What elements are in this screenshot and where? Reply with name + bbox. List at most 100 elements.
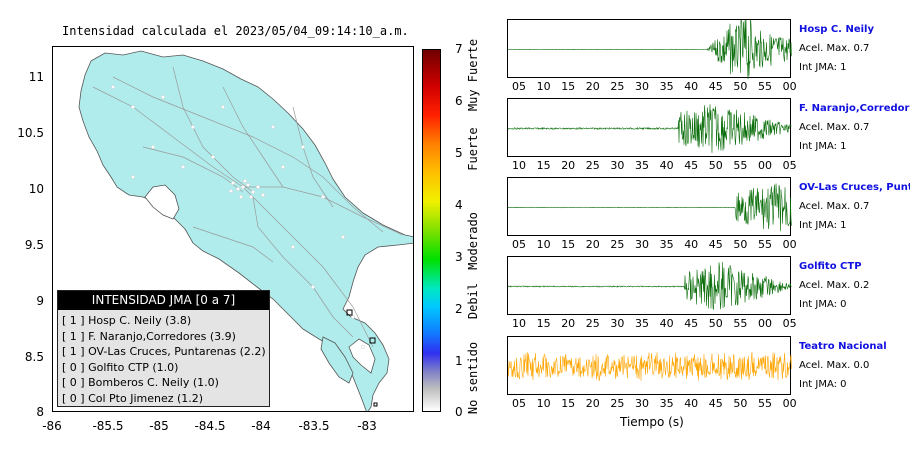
legend-row: [ 1 ] OV-Las Cruces, Puntarenas (2.2) bbox=[62, 345, 266, 358]
legend-row: [ 0 ] Golfito CTP (1.0) bbox=[62, 360, 179, 374]
time-tick-label: 25 bbox=[610, 397, 625, 410]
time-tick-label: 20 bbox=[585, 397, 600, 410]
time-tick-label: 45 bbox=[708, 397, 723, 410]
waveform-time-ticks: 10 15 20 25 30 35 40 45 50 55 00 05 bbox=[507, 317, 797, 331]
waveform-time-ticks: 05 10 15 20 25 30 35 40 45 50 55 00 bbox=[507, 397, 797, 411]
time-tick-label: 30 bbox=[635, 80, 649, 93]
waveform-trace bbox=[508, 261, 792, 310]
waveform-trace bbox=[508, 104, 792, 153]
waveform-trace bbox=[508, 351, 792, 382]
time-tick-label: 35 bbox=[659, 238, 674, 251]
osa-peninsula bbox=[320, 336, 354, 384]
costa-rica-map bbox=[78, 50, 413, 411]
map-ytick: 9.5 bbox=[24, 238, 44, 252]
time-tick-label: 10 bbox=[536, 238, 551, 251]
station-name: Golfito CTP bbox=[799, 261, 862, 272]
waveform-panel[interactable] bbox=[507, 336, 792, 395]
time-tick-label: 55 bbox=[758, 80, 772, 93]
map-xtick: -86 bbox=[42, 419, 62, 433]
waveform-panel[interactable] bbox=[507, 256, 792, 315]
time-tick-label: 55 bbox=[758, 397, 772, 410]
legend-row: [ 0 ] Bomberos C. Neily (1.0) bbox=[62, 376, 219, 389]
time-tick-label: 50 bbox=[708, 317, 723, 330]
station-marker-jimenez bbox=[373, 402, 378, 407]
station-jma-intensity: Int JMA: 1 bbox=[799, 220, 847, 231]
colorbar-tick: 6 bbox=[455, 94, 463, 108]
time-tick-label: 30 bbox=[635, 397, 649, 410]
time-tick-label: 40 bbox=[659, 317, 674, 330]
legend-row: [ 0 ] Col Pto Jimenez (1.2) bbox=[62, 391, 204, 405]
map-xtick: -85 bbox=[149, 419, 169, 433]
station-max-accel: Acel. Max. 0.7 bbox=[799, 201, 870, 212]
waveform-trace bbox=[508, 183, 792, 232]
time-tick-label: 35 bbox=[635, 159, 649, 172]
time-tick-label: 25 bbox=[610, 80, 625, 93]
time-tick-label: 05 bbox=[512, 238, 526, 251]
map-ytick: 9 bbox=[36, 294, 44, 308]
colorbar-label: Fuerte bbox=[466, 127, 480, 171]
time-tick-label: 55 bbox=[758, 238, 772, 251]
time-tick-label: 10 bbox=[512, 159, 526, 172]
station-points bbox=[111, 85, 366, 350]
colorbar-label: No sentido bbox=[466, 341, 480, 415]
time-tick-label: 15 bbox=[561, 397, 576, 410]
time-tick-label: 45 bbox=[684, 317, 699, 330]
time-tick-label: 35 bbox=[635, 317, 649, 330]
station-name: Teatro Nacional bbox=[799, 341, 887, 352]
time-tick-label: 00 bbox=[758, 159, 772, 172]
golfo-dulce bbox=[348, 338, 376, 374]
map-ytick: 8.5 bbox=[24, 350, 44, 364]
time-tick-label: 30 bbox=[610, 317, 625, 330]
time-tick-label: 40 bbox=[684, 238, 699, 251]
time-tick-label: 45 bbox=[708, 80, 723, 93]
time-tick-label: 20 bbox=[561, 317, 576, 330]
time-tick-label: 30 bbox=[610, 159, 625, 172]
colorbar-tick: 5 bbox=[455, 146, 463, 160]
waveform-panel[interactable] bbox=[507, 19, 792, 79]
legend-row: [ 1 ] F. Naranjo,Corredores (3.9) bbox=[62, 329, 236, 343]
colorbar-tick: 3 bbox=[455, 250, 463, 264]
waveform-time-ticks: 05 10 15 20 25 30 35 40 45 50 55 00 bbox=[507, 80, 797, 94]
map-xtick: -84.5 bbox=[194, 419, 226, 433]
map-ytick: 11 bbox=[28, 70, 44, 84]
time-tick-label: 00 bbox=[782, 80, 797, 93]
time-tick-label: 15 bbox=[561, 80, 576, 93]
land-mass bbox=[78, 50, 413, 411]
time-tick-label: 20 bbox=[585, 238, 600, 251]
waveform-panel[interactable] bbox=[507, 98, 792, 157]
time-axis-label: Tiempo (s) bbox=[620, 415, 684, 429]
map-ytick: 10 bbox=[28, 182, 44, 196]
time-tick-label: 05 bbox=[512, 80, 526, 93]
map-xtick: -83 bbox=[357, 419, 377, 433]
station-max-accel: Acel. Max. 0.7 bbox=[799, 43, 870, 54]
time-tick-label: 40 bbox=[659, 159, 674, 172]
time-tick-label: 25 bbox=[610, 238, 625, 251]
waveform-time-ticks: 10 15 20 25 30 35 40 45 50 55 00 05 bbox=[507, 159, 797, 173]
time-tick-label: 30 bbox=[635, 238, 649, 251]
time-tick-label: 40 bbox=[684, 80, 699, 93]
legend-header: INTENSIDAD JMA [0 a 7] bbox=[58, 291, 269, 310]
time-tick-label: 40 bbox=[684, 397, 699, 410]
intensity-legend: INTENSIDAD JMA [0 a 7] [ 1 ] Hosp C. Nei… bbox=[57, 290, 270, 407]
map-xtick: -83.5 bbox=[298, 419, 330, 433]
station-jma-intensity: Int JMA: 1 bbox=[799, 141, 847, 152]
waveform-panel[interactable] bbox=[507, 177, 792, 236]
intensity-colorbar bbox=[422, 49, 441, 412]
station-name: OV-Las Cruces, Puntar bbox=[799, 182, 910, 193]
time-tick-label: 15 bbox=[536, 317, 551, 330]
time-tick-label: 10 bbox=[536, 80, 551, 93]
station-jma-intensity: Int JMA: 1 bbox=[799, 62, 847, 73]
colorbar-tick: 7 bbox=[455, 42, 463, 56]
time-tick-label: 55 bbox=[733, 317, 748, 330]
waveform-time-ticks: 05 10 15 20 25 30 35 40 45 50 55 00 bbox=[507, 238, 797, 252]
station-jma-intensity: Int JMA: 0 bbox=[799, 379, 847, 390]
map-xtick: -84 bbox=[251, 419, 271, 433]
time-tick-label: 00 bbox=[782, 238, 797, 251]
time-tick-label: 15 bbox=[536, 159, 551, 172]
time-tick-label: 10 bbox=[536, 397, 551, 410]
colorbar-tick: 1 bbox=[455, 354, 463, 368]
station-max-accel: Acel. Max. 0.2 bbox=[799, 280, 870, 291]
time-tick-label: 05 bbox=[782, 159, 797, 172]
colorbar-tick: 0 bbox=[455, 405, 463, 419]
map-ytick: 8 bbox=[36, 405, 44, 419]
